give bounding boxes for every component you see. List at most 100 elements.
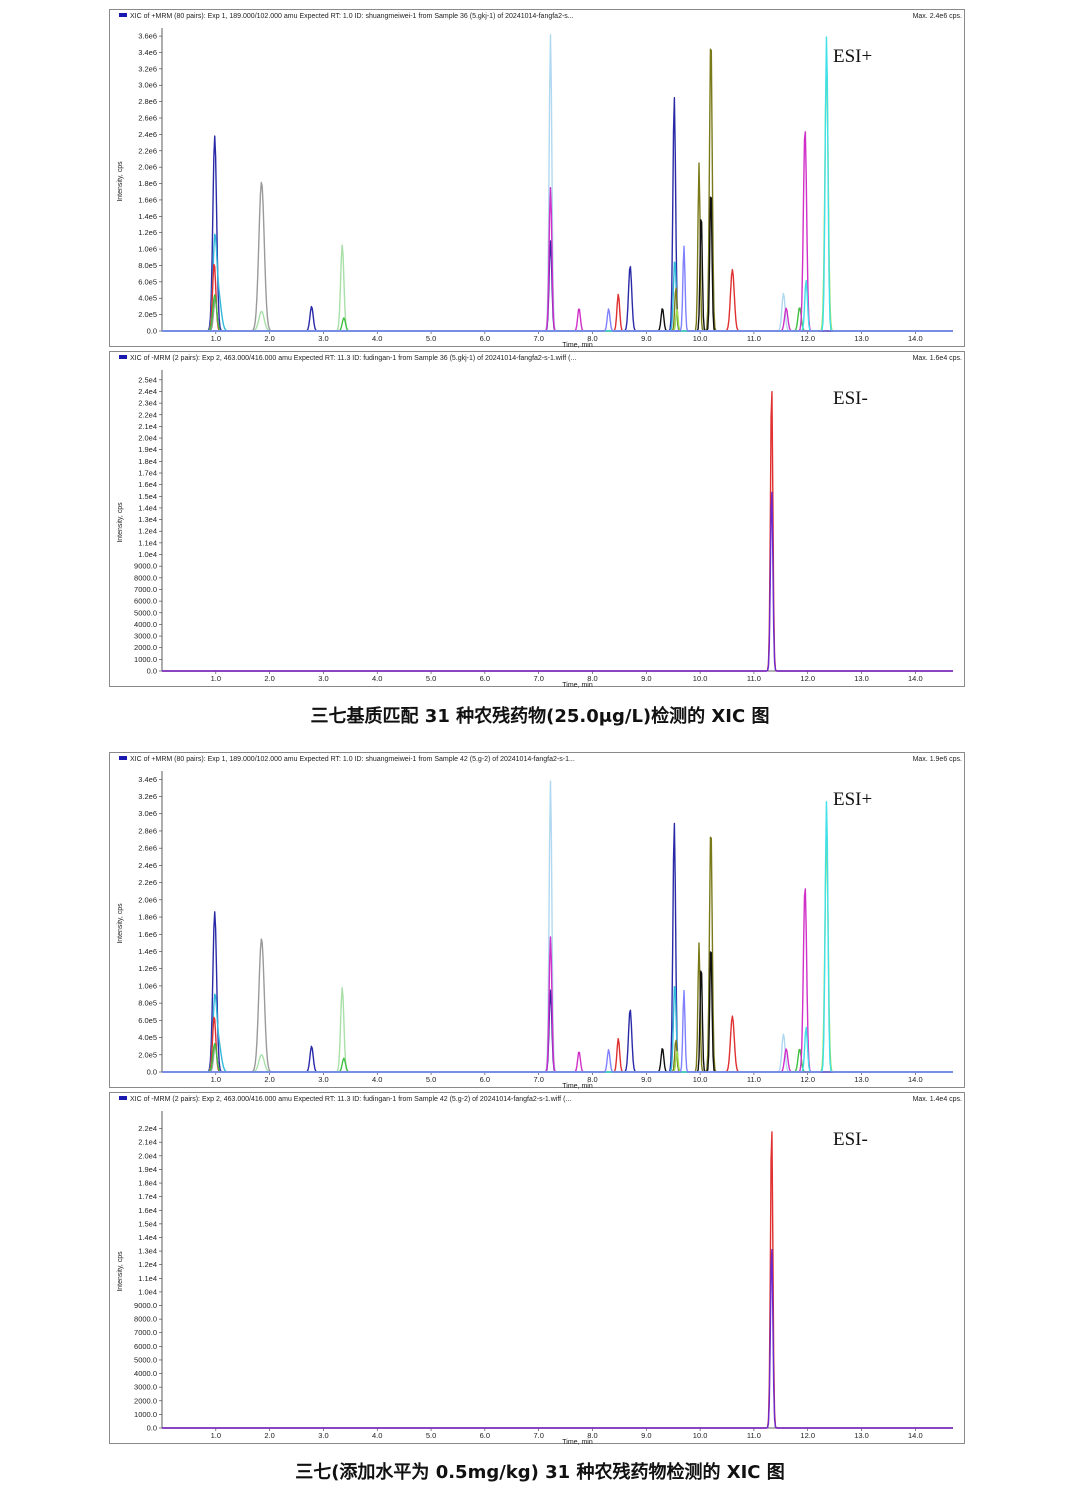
chromatogram-trace xyxy=(162,48,953,332)
x-tick-label: 8.0 xyxy=(587,1075,597,1084)
y-tick-label: 1.8e6 xyxy=(138,179,157,188)
x-tick-label: 8.0 xyxy=(587,674,597,683)
x-tick-label: 6.0 xyxy=(480,674,490,683)
x-tick-label: 4.0 xyxy=(372,674,382,683)
chromatogram-trace xyxy=(162,390,953,672)
y-tick-label: 0.0 xyxy=(147,667,157,676)
x-tick-label: 8.0 xyxy=(587,334,597,343)
x-tick-label: 11.0 xyxy=(747,334,761,343)
chromatogram-trace xyxy=(162,131,953,332)
x-tick-label: 10.0 xyxy=(693,674,708,683)
x-tick-label: 4.0 xyxy=(372,1431,382,1440)
y-tick-label: 1.7e4 xyxy=(138,469,157,478)
y-tick-label: 2.3e4 xyxy=(138,399,157,408)
x-tick-label: 1.0 xyxy=(211,1431,221,1440)
y-tick-label: 1.6e4 xyxy=(138,1206,157,1215)
x-tick-label: 11.0 xyxy=(747,674,761,683)
y-tick-label: 8.0e5 xyxy=(138,261,157,270)
chromatogram-trace xyxy=(162,888,953,1073)
x-tick-label: 9.0 xyxy=(641,674,651,683)
y-tick-label: 2.5e4 xyxy=(138,375,157,384)
y-tick-label: 1000.0 xyxy=(134,1410,157,1419)
y-tick-label: 3.6e6 xyxy=(138,32,157,41)
x-axis-label: Time, min xyxy=(562,342,593,348)
figure-caption-2: 三七(添加水平为 0.5mg/kg) 31 种农残药物检测的 XIC 图 xyxy=(295,1462,785,1483)
y-tick-label: 1.0e4 xyxy=(138,1287,157,1296)
y-tick-label: 2.8e6 xyxy=(138,97,157,106)
y-tick-label: 2.0e6 xyxy=(138,895,157,904)
xic-panel-esi-neg-1: XIC of -MRM (2 pairs): Exp 2, 463.000/41… xyxy=(109,351,965,688)
x-tick-label: 2.0 xyxy=(264,334,274,343)
y-tick-label: 2.0e5 xyxy=(138,1050,157,1059)
x-tick-label: 14.0 xyxy=(908,674,923,683)
x-tick-label: 11.0 xyxy=(747,1075,761,1084)
y-tick-label: 9000.0 xyxy=(134,562,157,571)
y-tick-label: 1.6e6 xyxy=(138,195,157,204)
x-tick-label: 2.0 xyxy=(264,1431,274,1440)
y-tick-label: 8000.0 xyxy=(134,1315,157,1324)
y-tick-label: 1.7e4 xyxy=(138,1192,157,1201)
header-marker-icon xyxy=(119,355,127,359)
x-tick-label: 5.0 xyxy=(426,1431,436,1440)
y-tick-label: 1.6e4 xyxy=(138,480,157,489)
y-tick-label: 1.0e4 xyxy=(138,550,157,559)
max-intensity-label: Max. 1.9e6 cps. xyxy=(913,756,962,763)
y-tick-label: 1.0e6 xyxy=(138,981,157,990)
xic-panel-esi-neg-2: XIC of -MRM (2 pairs): Exp 2, 463.000/41… xyxy=(109,1092,965,1445)
x-axis-label: Time, min xyxy=(562,1439,593,1445)
y-tick-label: 7000.0 xyxy=(134,1328,157,1337)
y-tick-label: 0.0 xyxy=(147,327,157,336)
y-tick-label: 6000.0 xyxy=(134,597,157,606)
chromatogram-trace xyxy=(162,1015,953,1073)
x-tick-label: 11.0 xyxy=(747,1431,761,1440)
x-tick-label: 12.0 xyxy=(800,334,815,343)
chromatogram-trace xyxy=(162,1042,953,1073)
x-tick-label: 13.0 xyxy=(854,1431,869,1440)
x-tick-label: 10.0 xyxy=(693,1431,708,1440)
y-tick-label: 8000.0 xyxy=(134,573,157,582)
xic-panel-esi-pos-1: XIC of +MRM (80 pairs): Exp 1, 189.000/1… xyxy=(109,9,965,348)
x-tick-label: 14.0 xyxy=(908,1431,923,1440)
y-tick-label: 3000.0 xyxy=(134,632,157,641)
x-tick-label: 13.0 xyxy=(854,674,869,683)
y-tick-label: 9000.0 xyxy=(134,1301,157,1310)
y-tick-label: 3000.0 xyxy=(134,1383,157,1392)
y-tick-label: 2.1e4 xyxy=(138,422,157,431)
x-tick-label: 12.0 xyxy=(800,1431,815,1440)
x-tick-label: 3.0 xyxy=(318,334,328,343)
x-tick-label: 7.0 xyxy=(533,334,543,343)
xic-chart: XIC of -MRM (2 pairs): Exp 2, 463.000/41… xyxy=(117,355,962,688)
x-tick-label: 9.0 xyxy=(641,1431,651,1440)
xic-chart: XIC of -MRM (2 pairs): Exp 2, 463.000/41… xyxy=(117,1096,962,1445)
y-tick-label: 4000.0 xyxy=(134,620,157,629)
chromatogram-trace xyxy=(162,245,953,332)
chromatogram-trace xyxy=(162,780,953,1073)
x-tick-label: 4.0 xyxy=(372,1075,382,1084)
chromatogram-trace xyxy=(162,800,953,1073)
x-tick-label: 12.0 xyxy=(800,1075,815,1084)
y-tick-label: 1.5e4 xyxy=(138,1219,157,1228)
max-intensity-label: Max. 1.6e4 cps. xyxy=(913,355,962,362)
y-tick-label: 1.4e4 xyxy=(138,503,157,512)
y-tick-label: 1000.0 xyxy=(134,655,157,664)
y-axis-label: Intensity, cps xyxy=(117,1251,124,1292)
chromatogram-trace xyxy=(162,97,953,332)
y-tick-label: 2.0e5 xyxy=(138,310,157,319)
y-tick-label: 1.3e4 xyxy=(138,515,157,524)
y-tick-label: 2.2e4 xyxy=(138,1124,157,1133)
y-tick-label: 3.0e6 xyxy=(138,809,157,818)
x-tick-label: 3.0 xyxy=(318,1431,328,1440)
y-tick-label: 2000.0 xyxy=(134,643,157,652)
chromatogram-trace xyxy=(162,244,953,332)
chromatogram-trace xyxy=(162,987,953,1073)
x-tick-label: 4.0 xyxy=(372,334,382,343)
y-tick-label: 2.0e6 xyxy=(138,163,157,172)
y-tick-label: 2.2e6 xyxy=(138,146,157,155)
x-tick-label: 9.0 xyxy=(641,334,651,343)
x-tick-label: 14.0 xyxy=(908,334,923,343)
esi-mode-label: ESI- xyxy=(833,388,868,409)
x-tick-label: 5.0 xyxy=(426,334,436,343)
y-tick-label: 5000.0 xyxy=(134,608,157,617)
y-axis-label: Intensity, cps xyxy=(117,502,124,543)
y-tick-label: 2.4e4 xyxy=(138,387,157,396)
